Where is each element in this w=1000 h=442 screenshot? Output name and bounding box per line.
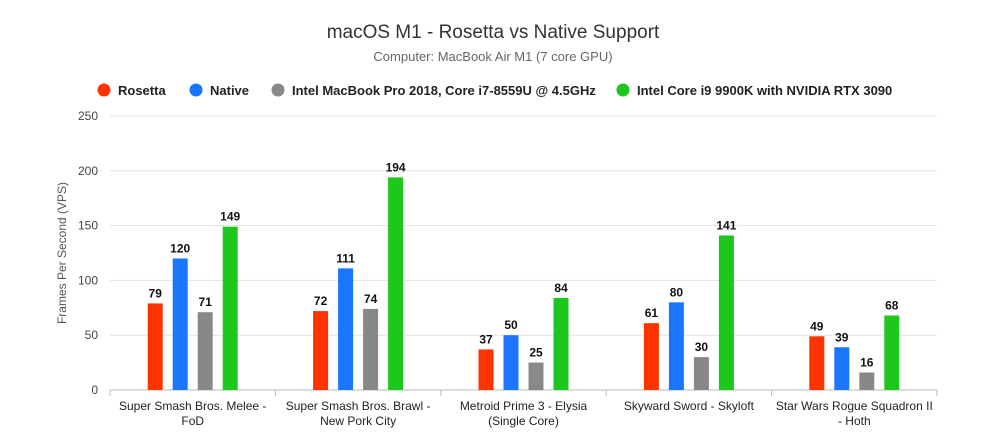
- bar: [313, 311, 329, 390]
- data-label: 61: [645, 306, 659, 320]
- data-label: 37: [479, 332, 493, 346]
- y-tick-label: 0: [91, 383, 98, 397]
- data-label: 74: [364, 292, 378, 306]
- data-label: 80: [670, 285, 684, 299]
- category-label: - Hoth: [838, 414, 871, 428]
- y-tick-label: 50: [85, 328, 99, 342]
- bar: [528, 362, 544, 390]
- bars: 79 120 71 149 72 111 74 194 37 50 25 84 61 80 30 141 49 3…: [147, 160, 900, 390]
- legend-label: Rosetta: [118, 83, 166, 98]
- bar: [197, 312, 213, 390]
- category-label: Metroid Prime 3 - Elysia: [460, 399, 588, 413]
- data-label: 50: [504, 318, 518, 332]
- chart-title: macOS M1 - Rosetta vs Native Support: [327, 22, 660, 43]
- data-label: 30: [695, 340, 709, 354]
- legend-marker: [616, 83, 630, 97]
- data-label: 72: [314, 294, 328, 308]
- legend-marker: [189, 83, 203, 97]
- data-label: 84: [554, 281, 568, 295]
- legend-label: Native: [210, 83, 249, 98]
- data-label: 194: [386, 160, 406, 174]
- y-axis-title: Frames Per Second (VPS): [55, 182, 69, 324]
- bar: [668, 302, 684, 390]
- bar: [859, 372, 875, 390]
- bar: [478, 349, 494, 390]
- bar: [553, 297, 569, 390]
- bar: [338, 268, 354, 390]
- bar: [834, 347, 850, 390]
- data-label: 120: [170, 241, 190, 255]
- bar: [643, 323, 659, 390]
- category-label: New Pork City: [320, 414, 396, 428]
- bar: [503, 335, 519, 390]
- category-label: Skyward Sword - Skyloft: [624, 399, 755, 413]
- data-label: 111: [336, 251, 355, 265]
- y-tick-label: 200: [78, 164, 98, 178]
- bar: [718, 235, 734, 390]
- data-label: 149: [220, 210, 240, 224]
- legend: Rosetta Native Intel MacBook Pro 2018, Cor…: [97, 83, 892, 98]
- y-axis-ticks: 0 50 100 150 200 250: [78, 109, 98, 397]
- bar: [222, 226, 238, 390]
- data-label: 39: [835, 330, 849, 344]
- bar: [884, 315, 900, 390]
- data-label: 49: [810, 319, 824, 333]
- category-label: Super Smash Bros. Melee -: [119, 399, 266, 413]
- y-tick-label: 250: [78, 109, 98, 123]
- data-label: 141: [716, 218, 736, 232]
- grid: [109, 115, 938, 396]
- data-label: 25: [529, 346, 543, 360]
- legend-marker: [271, 83, 285, 97]
- bar: [388, 177, 404, 390]
- legend-label: Intel Core i9 9900K with NVIDIA RTX 3090: [637, 83, 892, 98]
- data-label: 68: [885, 298, 899, 312]
- bar: [809, 336, 825, 390]
- x-axis-labels: Super Smash Bros. Melee -FoD Super Smash …: [119, 399, 933, 428]
- bar: [693, 357, 709, 390]
- bar: [172, 258, 188, 390]
- chart-subtitle: Computer: MacBook Air M1 (7 core GPU): [373, 49, 612, 64]
- bar: [363, 308, 379, 390]
- category-label: FoD: [181, 414, 204, 428]
- category-label: (Single Core): [488, 414, 559, 428]
- category-label: Super Smash Bros. Brawl -: [286, 399, 431, 413]
- data-label: 79: [149, 286, 163, 300]
- legend-marker: [97, 83, 111, 97]
- category-label: Star Wars Rogue Squadron II: [776, 399, 933, 413]
- y-tick-label: 100: [78, 273, 98, 287]
- y-tick-label: 150: [78, 219, 98, 233]
- data-label: 71: [199, 295, 213, 309]
- data-label: 16: [860, 355, 874, 369]
- bar: [147, 303, 163, 390]
- legend-label: Intel MacBook Pro 2018, Core i7-8559U @ …: [292, 83, 596, 98]
